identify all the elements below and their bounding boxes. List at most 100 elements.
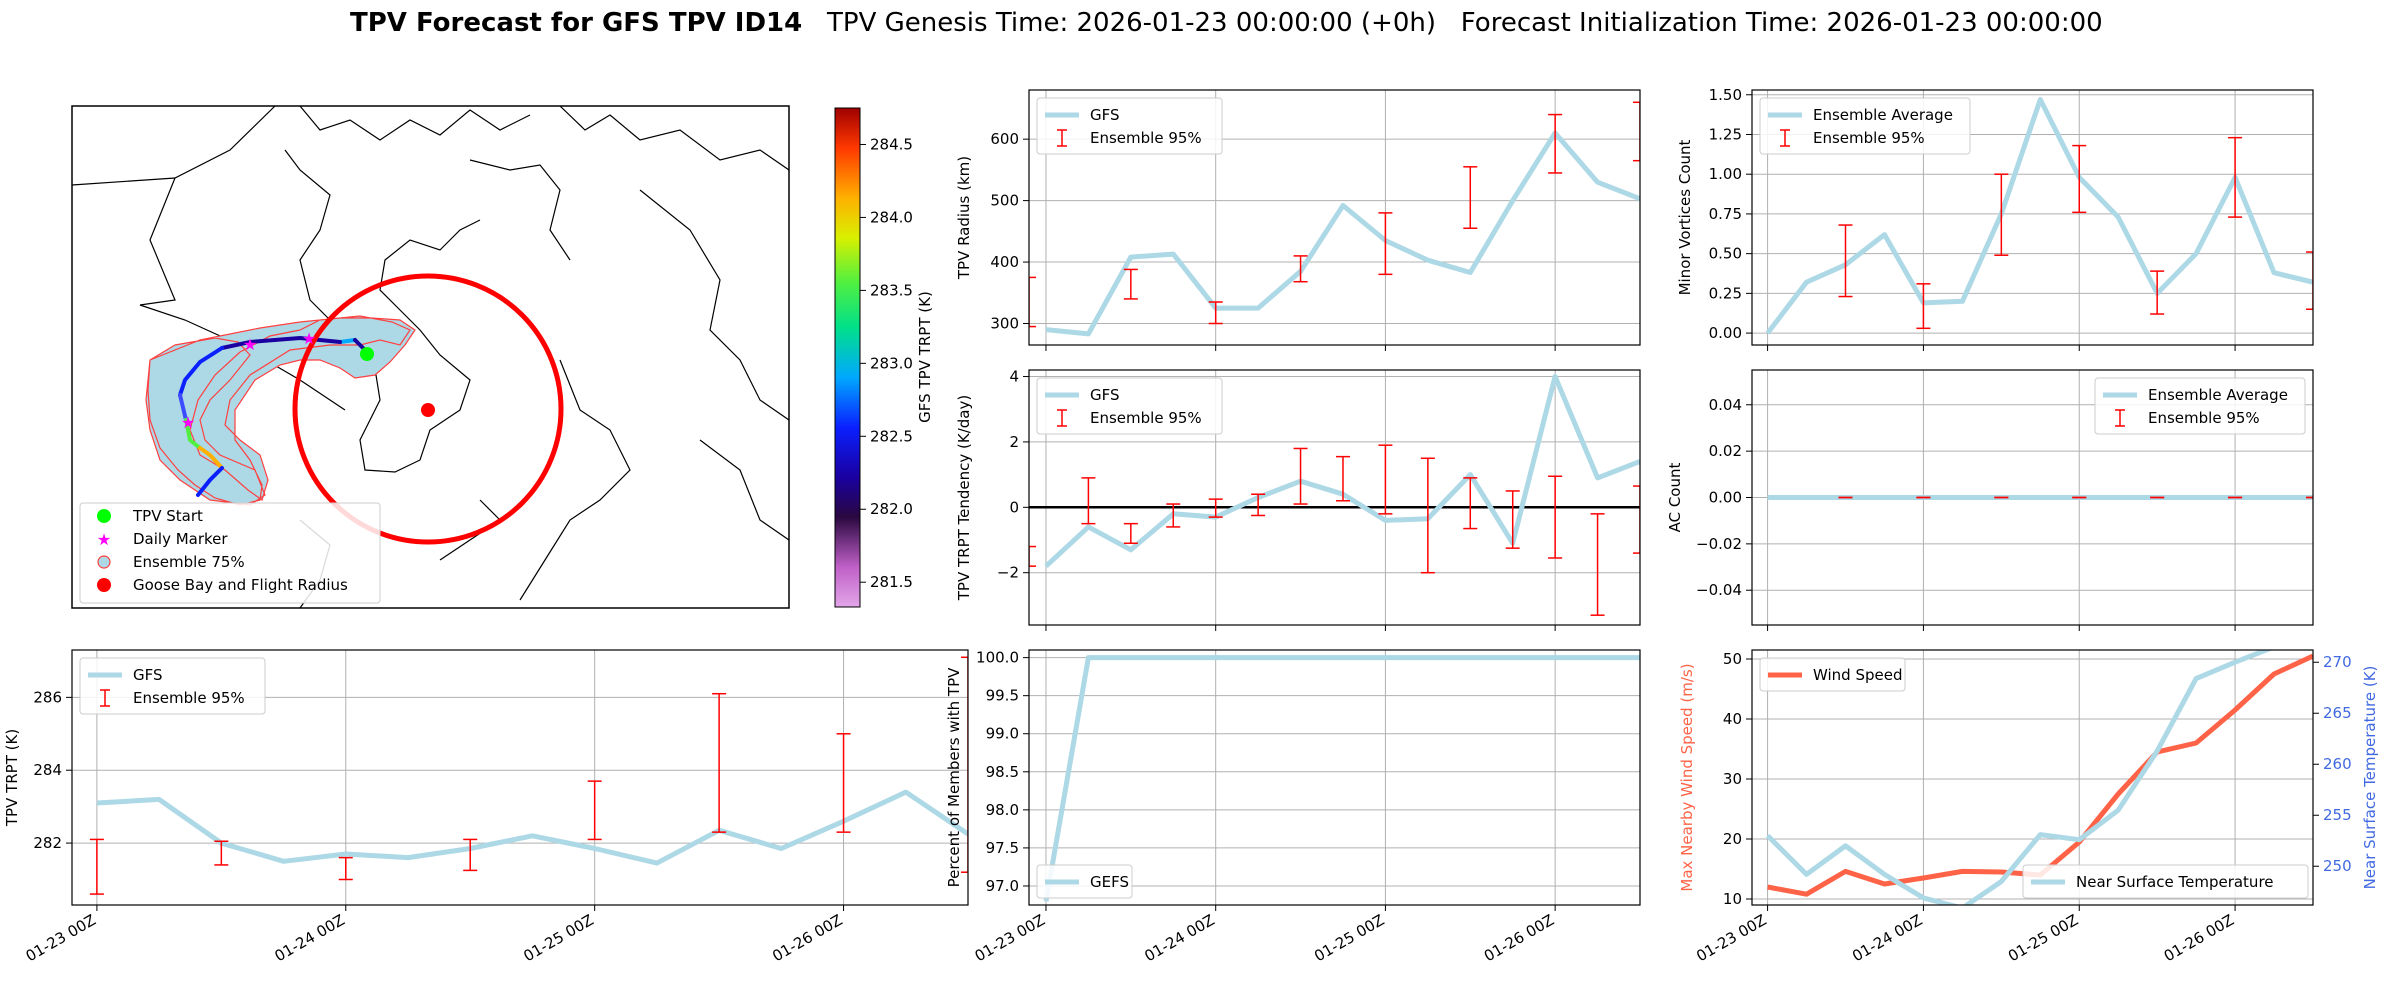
errorbar [1166,503,1181,528]
plot-area [1029,101,1640,337]
errorbar [1029,545,1036,567]
y-right-tick-label: 250 [2323,857,2352,875]
y-axis-label: TPV TRPT Tendency (K/day) [955,395,973,601]
errorbar [214,840,229,866]
tpv-start-marker [360,347,374,361]
y-tick-label: 0 [1009,498,1019,516]
y-right-tick-label: 260 [2323,755,2352,773]
legend-box [2094,377,2306,435]
x-tick-label: 01-26 00Z [2161,911,2237,965]
colorbar-tick-label: 284.0 [870,208,913,226]
axes-frame [1751,649,2314,906]
y-tick-label: 500 [990,192,1019,210]
y-tick-label: −0.04 [1696,581,1742,599]
x-tick-label: 01-24 00Z [1849,911,1925,965]
figure-title-rest: TPV Genesis Time: 2026-01-23 00:00:00 (+… [802,8,2102,38]
series-line-gfs [1045,130,1640,337]
x-tick-label: 01-25 00Z [520,911,596,965]
errorbar [1378,444,1393,515]
y-tick-label: 20 [1723,830,1742,848]
errorbar [1420,457,1435,574]
daily-marker-star: ★ [181,413,195,432]
legend: Ensemble Average Ensemble 95% [1759,97,1971,155]
y-tick-label: 98.5 [986,763,1019,781]
errorbar [1548,113,1563,174]
y-tick-label: 300 [990,314,1019,332]
y-tick-label: 1.25 [1709,125,1742,143]
axes-frame [1751,89,2314,346]
errorbar [1123,268,1138,300]
flight-radius-circle [292,273,564,545]
chart-members: 97.0 97.5 98.0 98.5 99.0 99.5 100.0 Percent of … [945,649,1641,965]
axes-frame [1751,369,2314,626]
legend-star-icon: ★ [97,530,111,549]
series-line-wind-speed [1767,653,2313,897]
x-tick-label: 01-25 00Z [1311,911,1387,965]
errorbar [587,780,602,841]
legend-label: Ensemble Average [2148,386,2288,404]
y-tick-label: 97.5 [986,839,1019,857]
y-right-tick-label: 265 [2323,704,2352,722]
goose-bay-marker [421,403,435,417]
legend-box [79,657,266,715]
errorbar [1293,255,1308,283]
map-coastline [284,149,481,473]
colorbar-tick-label: 284.5 [870,135,913,153]
y-tick-label: 600 [990,130,1019,148]
errorbar [1208,301,1223,325]
errorbar [2306,251,2313,311]
errorbar [712,692,727,833]
legend-label: Ensemble 95% [1090,409,1202,427]
map-coastline [519,359,631,601]
legend-red-dot-icon [97,578,111,592]
x-tick-label: 01-26 00Z [1481,911,1557,965]
errorbar [1081,477,1096,525]
chart-wind: 10 20 30 40 50 250 255 260 265 270 Max Nearby Wind… [1678,649,2379,965]
y-right-tick-label: 255 [2323,806,2352,824]
chart-ac: −0.04 −0.02 0.00 0.02 0.04 AC Count Ensemble A… [1666,369,2314,631]
y-axis-label: Max Nearby Wind Speed (m/s) [1678,663,1696,891]
errorbar [836,733,851,833]
axes-frame [71,649,969,906]
data-point [1962,908,1963,909]
errorbar [1378,212,1393,276]
map-coastline [299,106,531,141]
x-tick-label: 01-24 00Z [271,911,347,965]
map-border-line [72,106,276,186]
y-tick-label: 0.50 [1709,245,1742,263]
colorbar-tick-label: 282.5 [870,427,913,445]
series-line-gefs [1043,655,1640,902]
chart-radius: 300 400 500 600 TPV Radius (km) GFS Ensemble 9… [955,89,1641,351]
series-line-gfs [96,789,968,866]
map-legend: TPV Start ★ Daily Marker Ensemble 75% Go… [79,502,381,604]
plot-area [1029,374,1640,616]
y-tick-label: 100.0 [976,649,1019,667]
y-axis-label: Minor Vortices Count [1676,139,1694,295]
y-tick-label: 0.00 [1709,489,1742,507]
axes-frame [1028,89,1641,346]
x-tick-label: 01-25 00Z [2005,911,2081,965]
errorbar [1208,498,1223,518]
errorbar [1916,283,1931,330]
legend-label: Ensemble 95% [1813,129,1925,147]
plot-area [89,656,968,895]
legend-box [2022,864,2309,899]
errorbar [1838,224,1853,298]
legend-label: Daily Marker [133,530,228,548]
legend: GFS Ensemble 95% [1036,97,1223,155]
map-frame [71,105,790,609]
legend-box [1036,97,1223,155]
map-panel: ★ ★ ★ TPV Start ★ Daily Marker Ensemble … [71,105,934,609]
legend-box [1759,97,1971,155]
y-tick-label: 1.00 [1709,165,1742,183]
legend-tpv-start-icon [97,509,111,523]
errorbar [1633,485,1640,554]
colorbar-tick-label: 281.5 [870,573,913,591]
errorbar [1251,493,1266,517]
y-tick-label: 50 [1723,650,1742,668]
chart-trpt: 282 284 286 TPV TRPT (K) 01-23 00Z 01-24 00Z 0… [3,649,969,965]
map-coastline [559,106,789,171]
errorbar [1123,522,1138,545]
y-tick-label: 99.5 [986,687,1019,705]
tpv-track [178,335,367,497]
